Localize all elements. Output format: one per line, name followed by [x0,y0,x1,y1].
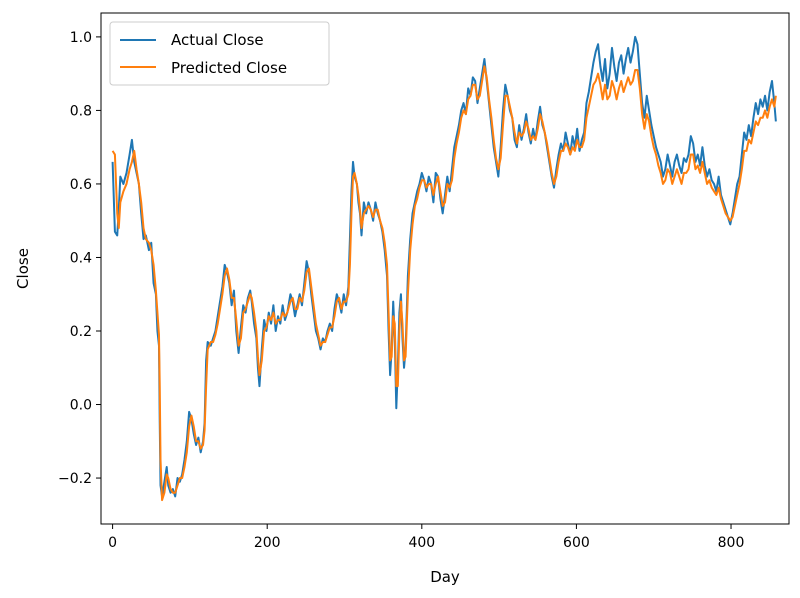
x-tick-label: 200 [254,535,281,551]
y-tick-label: 0.6 [70,177,92,193]
y-axis-label: Close [14,248,32,289]
x-tick-label: 800 [718,535,745,551]
x-tick-label: 0 [108,535,117,551]
x-axis-label: Day [430,568,460,586]
x-tick-label: 400 [408,535,435,551]
legend-box [109,21,330,86]
x-tick-label: 600 [563,535,590,551]
series-line-predicted-close [111,65,777,502]
y-tick-label: 0.8 [70,103,92,119]
legend: Actual Close Predicted Close [109,21,330,86]
y-tick-label: 0.2 [70,324,92,340]
series-line-actual-close [111,35,777,498]
ticks-layer: 0 200 400 600 800 −0.2 0.0 0.2 0.4 0.6 0.8 1.0 [58,30,744,551]
series-layer [111,35,777,502]
y-tick-label: 1.0 [70,30,92,46]
legend-label-actual: Actual Close [171,31,264,49]
y-tick-label: −0.2 [58,471,92,487]
axes-frame [100,12,790,525]
legend-label-predicted: Predicted Close [171,59,287,77]
y-tick-label: 0.4 [70,250,92,266]
y-tick-label: 0.0 [70,398,92,414]
